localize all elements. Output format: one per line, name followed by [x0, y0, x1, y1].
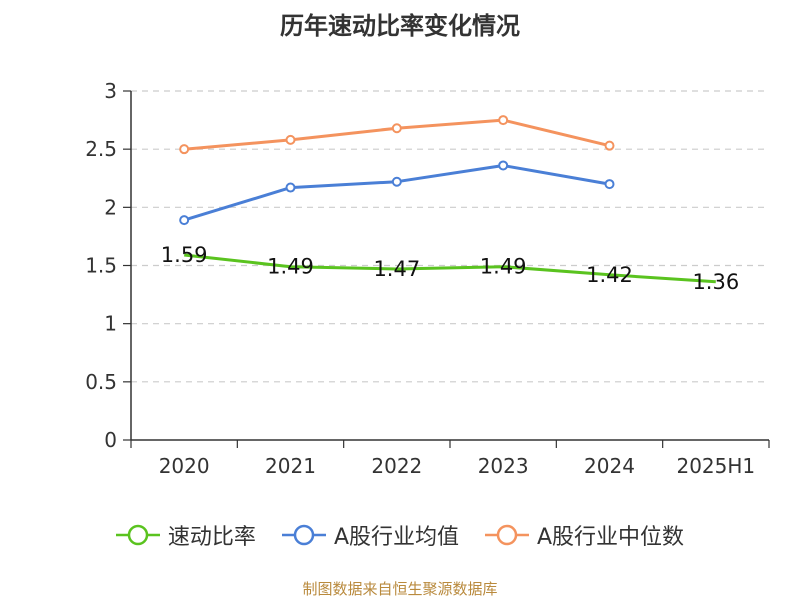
legend: 速动比率 A股行业均值 A股行业中位数 — [0, 519, 800, 551]
y-tick-label: 1 — [104, 312, 117, 336]
x-tick-label: 2024 — [584, 454, 635, 478]
legend-label: 速动比率 — [167, 525, 256, 550]
data-point — [391, 123, 402, 134]
legend-label: A股行业均值 — [333, 525, 459, 550]
data-point — [179, 144, 190, 155]
data-label-layer: 1.59 1.49 1.47 1.49 1.42 1.36 — [161, 243, 739, 294]
axis-layer: 0 0.5 1 1.5 2 2.5 3 2020 2021 2022 2023 2024 2025H1 — [85, 79, 770, 478]
data-label: 1.49 — [267, 255, 314, 279]
data-label: 1.49 — [480, 255, 527, 279]
data-point — [604, 179, 615, 190]
data-label: 1.42 — [586, 263, 633, 287]
data-point — [285, 134, 296, 145]
y-tick-label: 2.5 — [85, 137, 117, 161]
data-point — [604, 140, 615, 151]
data-point — [498, 115, 509, 126]
y-tick-label: 0.5 — [85, 370, 117, 394]
series-layer — [179, 115, 716, 284]
x-tick-label: 2020 — [159, 454, 210, 478]
x-tick-label: 2021 — [265, 454, 316, 478]
data-point — [285, 182, 296, 193]
y-tick-label: 2 — [104, 195, 117, 219]
legend-symbol-icon — [281, 524, 326, 546]
legend-item-quick-ratio[interactable]: 速动比率 — [115, 519, 256, 551]
y-tick-label: 1.5 — [85, 254, 117, 278]
legend-symbol-icon — [115, 524, 160, 546]
series-line — [183, 164, 610, 222]
data-point — [498, 160, 509, 171]
x-tick-label: 2023 — [478, 454, 529, 478]
legend-label: A股行业中位数 — [537, 525, 685, 550]
legend-item-industry-median[interactable]: A股行业中位数 — [485, 519, 684, 551]
chart-title: 历年速动比率变化情况 — [280, 12, 520, 40]
data-point — [391, 176, 402, 187]
data-label: 1.47 — [373, 257, 420, 281]
source-note: 制图数据来自恒生聚源数据库 — [302, 580, 498, 598]
data-label: 1.59 — [161, 243, 208, 267]
legend-item-industry-mean[interactable]: A股行业均值 — [281, 519, 459, 551]
x-tick-label: 2022 — [371, 454, 422, 478]
legend-symbol-icon — [485, 524, 529, 546]
y-tick-label: 3 — [104, 79, 117, 103]
data-label: 1.36 — [692, 270, 739, 294]
y-tick-label: 0 — [104, 428, 117, 452]
data-point — [179, 215, 190, 226]
series-line — [184, 253, 716, 284]
grid-layer — [131, 90, 769, 383]
x-tick-label: 2025H1 — [676, 454, 755, 478]
